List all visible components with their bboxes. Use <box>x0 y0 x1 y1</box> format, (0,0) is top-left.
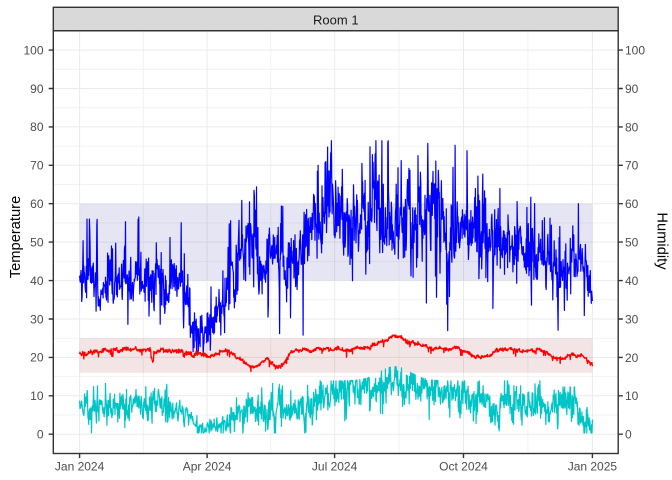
svg-text:30: 30 <box>30 312 44 326</box>
svg-text:10: 10 <box>625 389 639 403</box>
svg-text:100: 100 <box>625 44 645 58</box>
svg-text:60: 60 <box>625 197 639 211</box>
svg-text:20: 20 <box>625 351 639 365</box>
svg-text:Room 1: Room 1 <box>313 12 359 27</box>
svg-text:50: 50 <box>30 235 44 249</box>
svg-text:0: 0 <box>37 428 44 442</box>
svg-text:80: 80 <box>625 120 639 134</box>
svg-text:Jan 2025: Jan 2025 <box>568 460 618 474</box>
svg-text:40: 40 <box>625 274 639 288</box>
svg-text:Apr 2024: Apr 2024 <box>183 460 232 474</box>
svg-text:80: 80 <box>30 120 44 134</box>
svg-text:70: 70 <box>30 159 44 173</box>
svg-text:90: 90 <box>625 82 639 96</box>
svg-text:Jan 2024: Jan 2024 <box>55 460 105 474</box>
svg-text:Temperature: Temperature <box>8 196 24 278</box>
svg-text:50: 50 <box>625 236 639 250</box>
svg-text:10: 10 <box>30 389 44 403</box>
svg-text:Humidity: Humidity <box>654 212 670 270</box>
svg-text:40: 40 <box>30 274 44 288</box>
svg-text:70: 70 <box>625 159 639 173</box>
svg-text:100: 100 <box>23 43 43 57</box>
svg-text:0: 0 <box>625 428 632 442</box>
svg-text:30: 30 <box>625 312 639 326</box>
svg-text:20: 20 <box>30 351 44 365</box>
svg-text:Oct 2024: Oct 2024 <box>439 460 488 474</box>
svg-text:Jul 2024: Jul 2024 <box>312 460 358 474</box>
svg-text:60: 60 <box>30 197 44 211</box>
svg-text:90: 90 <box>30 82 44 96</box>
